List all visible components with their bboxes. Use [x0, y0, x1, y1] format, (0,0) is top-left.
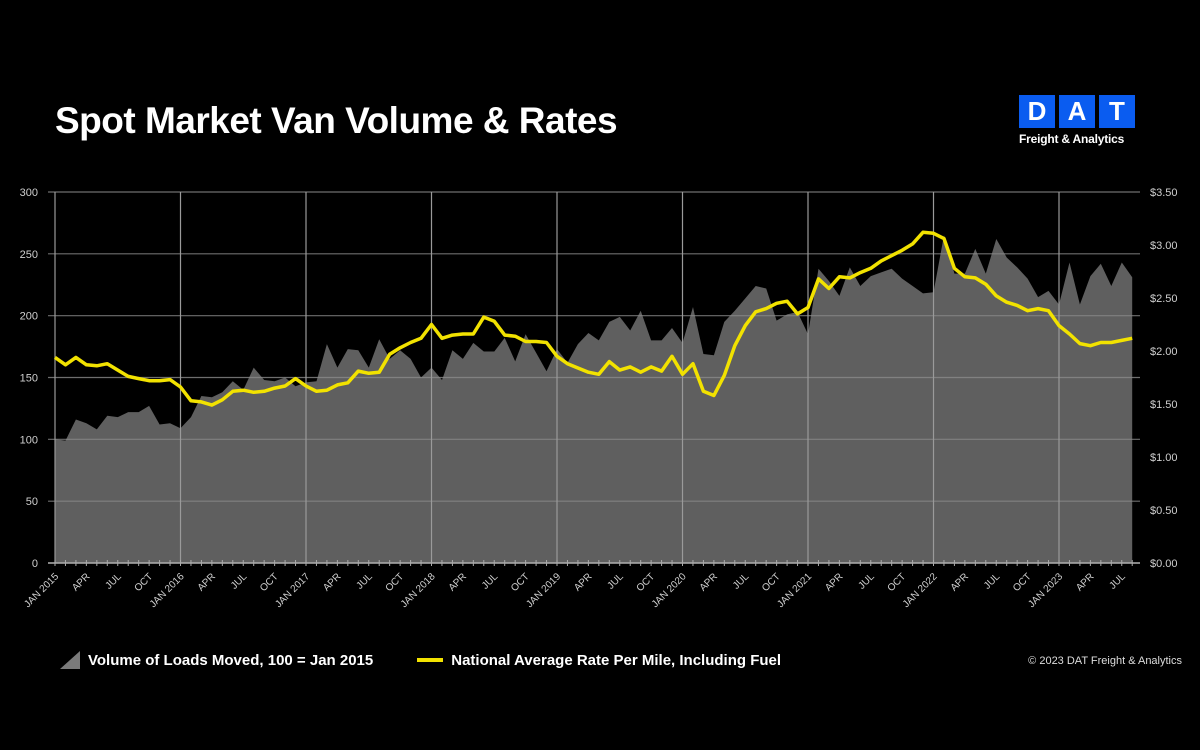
x-tick-label: JUL — [104, 571, 125, 592]
copyright: © 2023 DAT Freight & Analytics — [1028, 655, 1182, 667]
y-left-tick-label: 100 — [20, 434, 38, 446]
x-tick-label: JAN 2016 — [148, 571, 187, 610]
logo-letter: T — [1099, 95, 1135, 128]
logo-letter: D — [1019, 95, 1055, 128]
x-tick-label: JUL — [229, 571, 250, 592]
x-tick-label: APR — [321, 571, 343, 593]
y-left-tick-label: 250 — [20, 249, 38, 261]
x-tick-label: JUL — [731, 571, 752, 592]
x-tick-label: JUL — [480, 571, 501, 592]
x-tick-label: JUL — [982, 571, 1003, 592]
y-right-tick-label: $1.50 — [1150, 399, 1178, 411]
y-right-tick-label: $0.50 — [1150, 505, 1178, 517]
dat-logo: D A T Freight & Analytics — [1019, 95, 1135, 146]
x-tick-label: JUL — [606, 571, 627, 592]
x-tick-label: APR — [196, 571, 218, 593]
x-tick-label: APR — [949, 571, 971, 593]
x-tick-label: APR — [1074, 571, 1096, 593]
logo-letter: A — [1059, 95, 1095, 128]
x-tick-label: OCT — [509, 571, 532, 594]
chart-title: Spot Market Van Volume & Rates — [55, 100, 618, 141]
logo-subtitle: Freight & Analytics — [1019, 132, 1125, 146]
x-tick-label: JAN 2020 — [650, 571, 689, 610]
x-tick-label: JAN 2019 — [524, 571, 563, 610]
y-left-tick-label: 0 — [32, 558, 38, 570]
x-tick-label: JAN 2018 — [399, 571, 438, 610]
x-tick-label: JUL — [857, 571, 878, 592]
x-tick-label: JUL — [355, 571, 376, 592]
x-tick-label: JAN 2022 — [901, 571, 940, 610]
legend-label-volume: Volume of Loads Moved, 100 = Jan 2015 — [88, 651, 374, 669]
legend-item-rate: National Average Rate Per Mile, Includin… — [417, 652, 781, 669]
legend-label-rate: National Average Rate Per Mile, Includin… — [451, 651, 782, 669]
x-tick-label: APR — [823, 571, 845, 593]
x-tick-label: APR — [70, 571, 92, 593]
x-tick-label: APR — [447, 571, 469, 593]
x-tick-label: JAN 2017 — [273, 571, 312, 610]
x-tick-label: OCT — [760, 571, 783, 594]
x-tick-label: JUL — [1108, 571, 1129, 592]
y-right-tick-label: $3.50 — [1150, 187, 1178, 199]
y-left-tick-label: 50 — [26, 496, 38, 508]
y-right-tick-label: $3.00 — [1150, 240, 1178, 252]
volume-area — [55, 235, 1133, 564]
x-tick-label: OCT — [886, 571, 909, 594]
y-right-tick-label: $2.00 — [1150, 346, 1178, 358]
rate-line — [53, 230, 1133, 407]
y-left-tick-label: 300 — [20, 187, 38, 199]
x-tick-label: JAN 2021 — [775, 571, 814, 610]
x-tick-label: OCT — [635, 571, 658, 594]
x-tick-label: APR — [572, 571, 594, 593]
y-right-tick-label: $2.50 — [1150, 293, 1178, 305]
x-tick-label: OCT — [133, 571, 156, 594]
line-swatch-icon — [417, 658, 444, 662]
x-tick-label: OCT — [1011, 571, 1034, 594]
y-right-tick-label: $0.00 — [1150, 558, 1178, 570]
y-left-tick-label: 200 — [20, 311, 38, 323]
x-tick-label: OCT — [384, 571, 407, 594]
x-tick-label: JAN 2015 — [22, 571, 61, 610]
y-left-tick-label: 150 — [20, 373, 38, 385]
x-tick-label: APR — [698, 571, 720, 593]
x-tick-label: JAN 2023 — [1026, 571, 1065, 610]
legend-item-volume: Volume of Loads Moved, 100 = Jan 2015 — [60, 651, 373, 669]
x-tick-label: OCT — [258, 571, 281, 594]
legend: Volume of Loads Moved, 100 = Jan 2015 Na… — [60, 651, 825, 669]
y-right-tick-label: $1.00 — [1150, 452, 1178, 464]
area-swatch-icon — [60, 651, 80, 669]
